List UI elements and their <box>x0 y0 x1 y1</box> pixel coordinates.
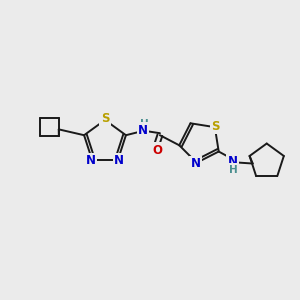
Text: O: O <box>152 144 162 157</box>
Text: H: H <box>140 119 148 129</box>
Text: N: N <box>191 157 201 170</box>
Text: N: N <box>228 155 238 168</box>
Text: S: S <box>101 112 109 125</box>
Text: H: H <box>229 164 238 175</box>
Text: N: N <box>138 124 148 137</box>
Text: N: N <box>86 154 96 167</box>
Text: N: N <box>114 154 124 167</box>
Text: S: S <box>212 120 220 133</box>
